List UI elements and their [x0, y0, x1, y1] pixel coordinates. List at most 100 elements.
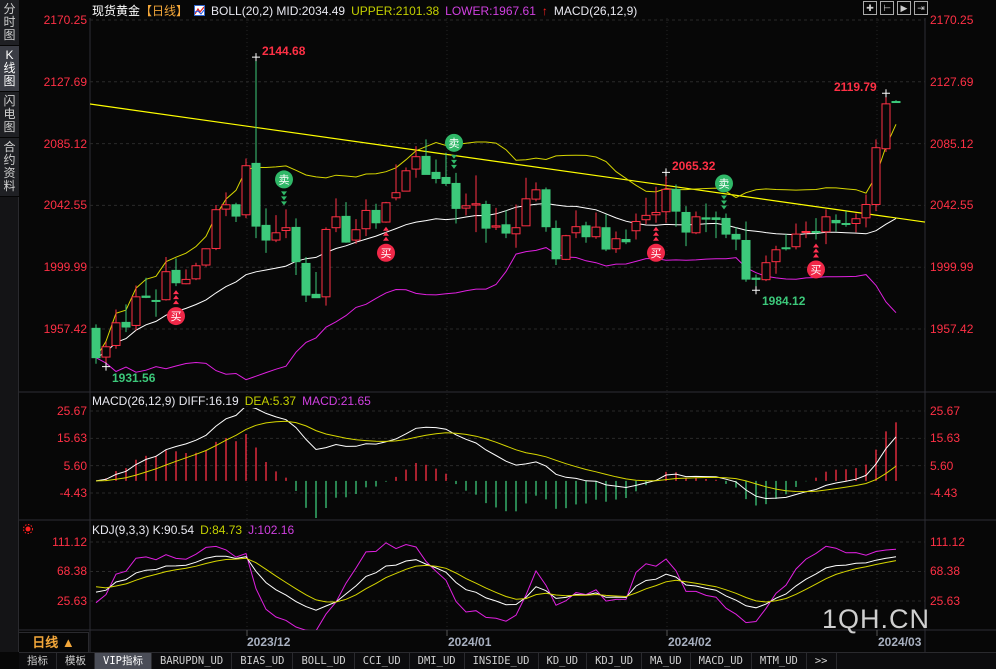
axis-tick-right: 111.12 — [930, 535, 965, 549]
axis-tick-right: 2085.12 — [930, 136, 974, 151]
tab-flash[interactable]: 闪电图 — [0, 92, 19, 138]
buy-signal-label: 买 — [381, 247, 392, 260]
candle-up — [461, 205, 471, 209]
buy-arrow-icon — [653, 226, 659, 231]
period-selector[interactable]: 日线 ▲ — [19, 632, 89, 652]
candle-down — [431, 171, 441, 179]
extreme-marker — [102, 362, 110, 371]
candle-down — [681, 211, 691, 233]
tab-kd-ud[interactable]: KD_UD — [539, 653, 588, 669]
boll-lower-value: LOWER:1967.61 — [445, 3, 536, 18]
tab-boll-ud[interactable]: BOLL_UD — [293, 653, 355, 669]
sell-arrow-icon — [281, 191, 287, 196]
kdj-k-value: KDJ(9,3,3) K:90.54 — [92, 523, 195, 537]
axis-tick-left: 25.67 — [56, 403, 87, 418]
candle-up — [391, 192, 401, 199]
buy-arrow-icon — [653, 236, 659, 241]
sell-arrow-icon — [721, 200, 727, 205]
kdj-j-value: J:102.16 — [248, 523, 295, 537]
tab-intraday[interactable]: 分时图 — [0, 0, 19, 46]
candle-down — [371, 209, 381, 224]
candle-down — [231, 204, 241, 217]
buy-signal-icon — [167, 307, 185, 326]
candle-up — [111, 322, 121, 346]
candle-up — [591, 226, 601, 238]
tab-kline[interactable]: K线图 — [0, 46, 19, 92]
candle-down — [151, 299, 161, 302]
axis-tick-left: 111.12 — [52, 535, 87, 549]
tab-vip指标[interactable]: VIP指标 — [95, 653, 152, 669]
candle-down — [261, 224, 271, 241]
tab-contract-info[interactable]: 合约资料 — [0, 138, 19, 197]
tab-mtm-ud[interactable]: MTM_UD — [752, 653, 807, 669]
zoom-range-icon[interactable]: ⊢ — [880, 1, 894, 15]
buy-arrow-icon — [173, 300, 179, 305]
scroll-end-icon[interactable]: ⇥ — [914, 1, 928, 15]
kdj-header: KDJ(9,3,3) K:90.54 D:84.73 J:102.16 — [92, 523, 294, 537]
macd-diff-value: MACD(26,12,9) DIFF:16.19 — [92, 394, 239, 408]
axis-tick-right: 2170.25 — [930, 13, 974, 27]
tab-kdj-ud[interactable]: KDJ_UD — [587, 653, 643, 669]
sell-signal-icon — [715, 174, 733, 193]
candle-up — [181, 278, 191, 285]
macd-header: MACD(26,12,9) DIFF:16.19 DEA:5.37 MACD:2… — [92, 394, 371, 408]
crosshair-icon[interactable]: ✚ — [863, 1, 877, 15]
tab-ma-ud[interactable]: MA_UD — [642, 653, 691, 669]
sell-arrow-icon — [281, 196, 287, 201]
candle-up — [851, 218, 861, 224]
candle-up — [131, 296, 141, 326]
extreme-marker — [882, 89, 890, 98]
tab-模板[interactable]: 模板 — [57, 653, 95, 669]
tab-dmi-ud[interactable]: DMI_UD — [410, 653, 465, 669]
candle-up — [561, 235, 571, 260]
buy-signal-label: 买 — [651, 247, 662, 260]
axis-tick-left: 2042.55 — [43, 198, 87, 213]
sell-signal-icon — [445, 133, 463, 152]
candle-up — [191, 265, 201, 280]
buy-arrow-icon — [813, 253, 819, 258]
date-label: 2024/03 — [878, 635, 922, 649]
candle-up — [321, 228, 331, 298]
grid-lines — [90, 18, 925, 636]
candle-down — [601, 227, 611, 250]
macd-diff-line — [95, 408, 897, 500]
buy-signal-label: 买 — [171, 310, 182, 323]
boll-upper-value: UPPER:2101.38 — [351, 3, 440, 18]
watermark: 1QH.CN — [822, 604, 931, 634]
candle-up — [611, 238, 621, 250]
axis-tick-left: 2170.25 — [43, 13, 87, 27]
tab-cci-ud[interactable]: CCI_UD — [355, 653, 410, 669]
tab-bias-ud[interactable]: BIAS_UD — [232, 653, 294, 669]
tab-inside-ud[interactable]: INSIDE_UD — [465, 653, 539, 669]
price-annotation: 2119.79 — [834, 80, 877, 95]
macd-dea-value: DEA:5.37 — [244, 394, 297, 408]
tab--[interactable]: >> — [807, 653, 837, 669]
candle-up — [491, 225, 501, 228]
candle-down — [121, 321, 131, 328]
tab-macd-ud[interactable]: MACD_UD — [691, 653, 752, 669]
trendline — [90, 103, 925, 223]
candle-up — [641, 214, 651, 221]
candle-down — [481, 203, 491, 229]
tab-barupdn-ud[interactable]: BARUPDN_UD — [152, 653, 233, 669]
boll-mid-value: BOLL(20,2) MID:2034.49 — [211, 3, 346, 18]
tab-指标[interactable]: 指标 — [19, 653, 57, 669]
candle-up — [881, 103, 891, 150]
play-forward-icon[interactable]: ▶ — [897, 1, 911, 15]
sell-arrow-icon — [281, 201, 287, 206]
candle-up — [871, 147, 881, 205]
candle-up — [571, 226, 581, 234]
sell-signal-label: 卖 — [719, 177, 730, 190]
kdj-d-line — [95, 557, 897, 603]
axis-tick-left: -4.43 — [59, 485, 87, 500]
indicator-chart-icon[interactable] — [194, 5, 206, 16]
axis-tick-right: 68.38 — [930, 564, 961, 579]
candle-up — [101, 346, 111, 358]
candle-down — [551, 227, 561, 260]
arrow-up-icon: ↑ — [541, 3, 548, 18]
candle-up — [531, 189, 541, 200]
settings-sun-icon[interactable] — [23, 521, 33, 534]
extreme-marker — [662, 168, 670, 177]
